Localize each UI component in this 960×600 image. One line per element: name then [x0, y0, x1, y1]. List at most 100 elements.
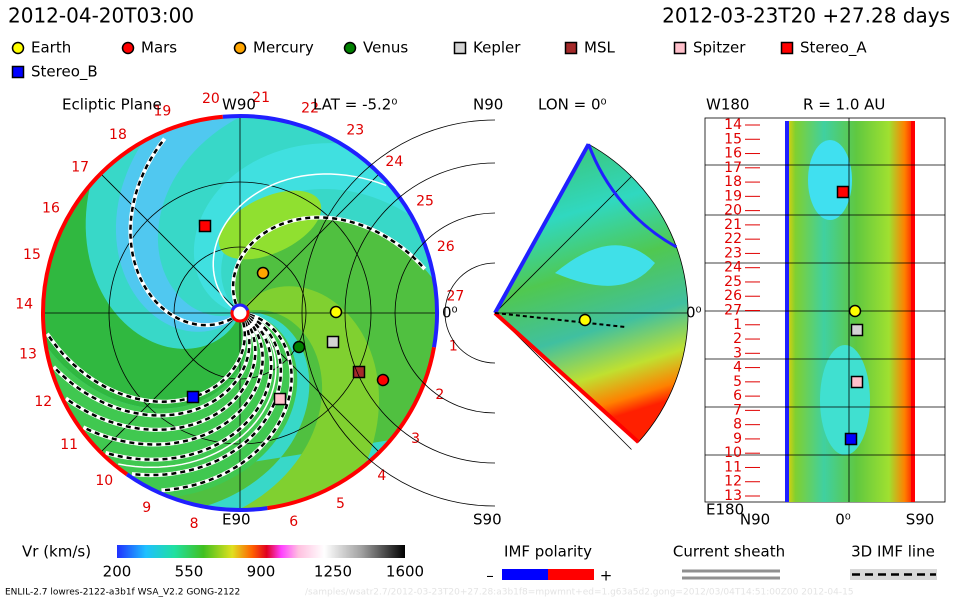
- field-line: [129, 137, 233, 327]
- grid-arc: [444, 262, 496, 364]
- carrington-label: 14: [15, 296, 33, 312]
- sheath-line: [212, 173, 387, 308]
- x-label: S90: [906, 511, 935, 529]
- field-region: [44, 117, 247, 409]
- imf-neg: [502, 569, 548, 580]
- legend-label: Venus: [363, 39, 408, 57]
- carrington-label: 6: [289, 514, 298, 530]
- carrington-label: 1: [449, 339, 458, 355]
- row-label: 21: [724, 217, 742, 233]
- legend-extras: [117, 545, 937, 580]
- body-marker: [273, 392, 287, 406]
- run-info: 2012-03-23T20 +27.28 days: [662, 4, 950, 28]
- legend-item: Mercury: [233, 39, 314, 57]
- legend-item: Venus: [343, 39, 408, 57]
- carrington-label: 27: [446, 288, 464, 304]
- row-label: 25: [724, 274, 742, 290]
- legend-swatch: [673, 41, 687, 55]
- row-label: 2: [733, 331, 742, 347]
- field-line: [65, 320, 257, 432]
- labels: 2012-04-20T03:00 2012-03-23T20 +27.28 da…: [5, 4, 950, 598]
- carrington-label: 16: [42, 200, 60, 216]
- row-label: 27: [724, 303, 742, 319]
- boundary-arc: [587, 143, 678, 249]
- row-label: 18: [724, 174, 742, 190]
- row-label: 7: [733, 402, 742, 418]
- body-marker: [186, 390, 200, 404]
- axis-label: 0⁰: [686, 304, 702, 322]
- carrington-label: 21: [252, 90, 270, 106]
- panel-title: Ecliptic Plane: [62, 96, 162, 114]
- row-label: 22: [724, 231, 742, 247]
- boundary: [493, 143, 591, 314]
- legend-label: Stereo_B: [31, 63, 98, 82]
- colorbar: [117, 545, 405, 558]
- legend-swatch: [121, 41, 135, 55]
- body-marker: [292, 340, 306, 354]
- legend-label: Mars: [141, 39, 177, 57]
- legend-label: MSL: [584, 39, 615, 57]
- field-line: [494, 312, 626, 328]
- body-marker: [844, 432, 858, 446]
- row-label: 17: [724, 160, 742, 176]
- carrington-label: 2: [435, 387, 444, 403]
- legend-item: Spitzer: [673, 39, 746, 57]
- imf-minus: –: [486, 567, 494, 585]
- row-label: 4: [733, 360, 742, 376]
- axis-label: W90: [222, 96, 256, 114]
- row-label: 26: [724, 288, 742, 304]
- legend-swatch: [453, 41, 467, 55]
- body-marker: [578, 313, 592, 327]
- imf-pos: [548, 569, 594, 580]
- boundary-arc: [222, 114, 439, 348]
- carrington-label: 19: [153, 103, 171, 119]
- carrington-label: 5: [336, 496, 345, 512]
- legend-item: Kepler: [453, 39, 521, 57]
- row-label: 8: [733, 417, 742, 433]
- x-label: N90: [740, 511, 770, 529]
- carrington-label: 20: [202, 91, 220, 107]
- carrington-label: 9: [142, 500, 151, 516]
- carrington-label: 8: [190, 516, 199, 532]
- footer-run: ENLIL-2.7 lowres-2122-a3b1f WSA_V2.2 GON…: [5, 588, 240, 598]
- carrington-label: 25: [416, 194, 434, 210]
- axis-label: S90: [473, 511, 502, 529]
- colorbar-tick: 1600: [386, 563, 424, 581]
- row-label: 10: [724, 445, 742, 461]
- legend-label: Spitzer: [693, 39, 746, 57]
- field-line: [46, 322, 247, 404]
- row-label: 9: [733, 431, 742, 447]
- row-label: 24: [724, 260, 742, 276]
- legend-item: Stereo_A: [780, 39, 867, 58]
- boundary: [493, 311, 640, 444]
- body-marker: [256, 266, 270, 280]
- field-region: [218, 190, 322, 260]
- legend-item: Mars: [121, 39, 177, 57]
- carrington-label: 26: [437, 239, 455, 255]
- body-marker: [326, 335, 340, 349]
- legend-label: Earth: [31, 39, 71, 57]
- colorbar-tick: 200: [103, 563, 132, 581]
- row-label: 5: [733, 374, 742, 390]
- row-label: 12: [724, 474, 742, 490]
- carrington-label: 23: [346, 122, 364, 138]
- lat-label: LAT = -5.2⁰: [313, 96, 397, 114]
- panel-title: R = 1.0 AU: [803, 96, 885, 114]
- grid-arc: [394, 212, 496, 414]
- boundary-arc: [125, 472, 268, 512]
- colorbar-tick: 550: [175, 563, 204, 581]
- axis-label: 0⁰: [442, 304, 458, 322]
- imf-line-title: 3D IMF line: [851, 543, 935, 561]
- footer-path: /samples/wsatr2.7/2012-03-23T20+27.28:a3…: [305, 588, 854, 598]
- field-line: [231, 216, 426, 305]
- imf-plus: +: [600, 567, 613, 585]
- field-region: [820, 345, 870, 455]
- carrington-label: 3: [411, 431, 420, 447]
- row-label: 14: [724, 117, 742, 133]
- body-marker: [376, 373, 390, 387]
- body-marker: [850, 375, 864, 389]
- lon-label: LON = 0⁰: [538, 96, 607, 114]
- axis-label: E180: [706, 501, 744, 519]
- row-label: 19: [724, 188, 742, 204]
